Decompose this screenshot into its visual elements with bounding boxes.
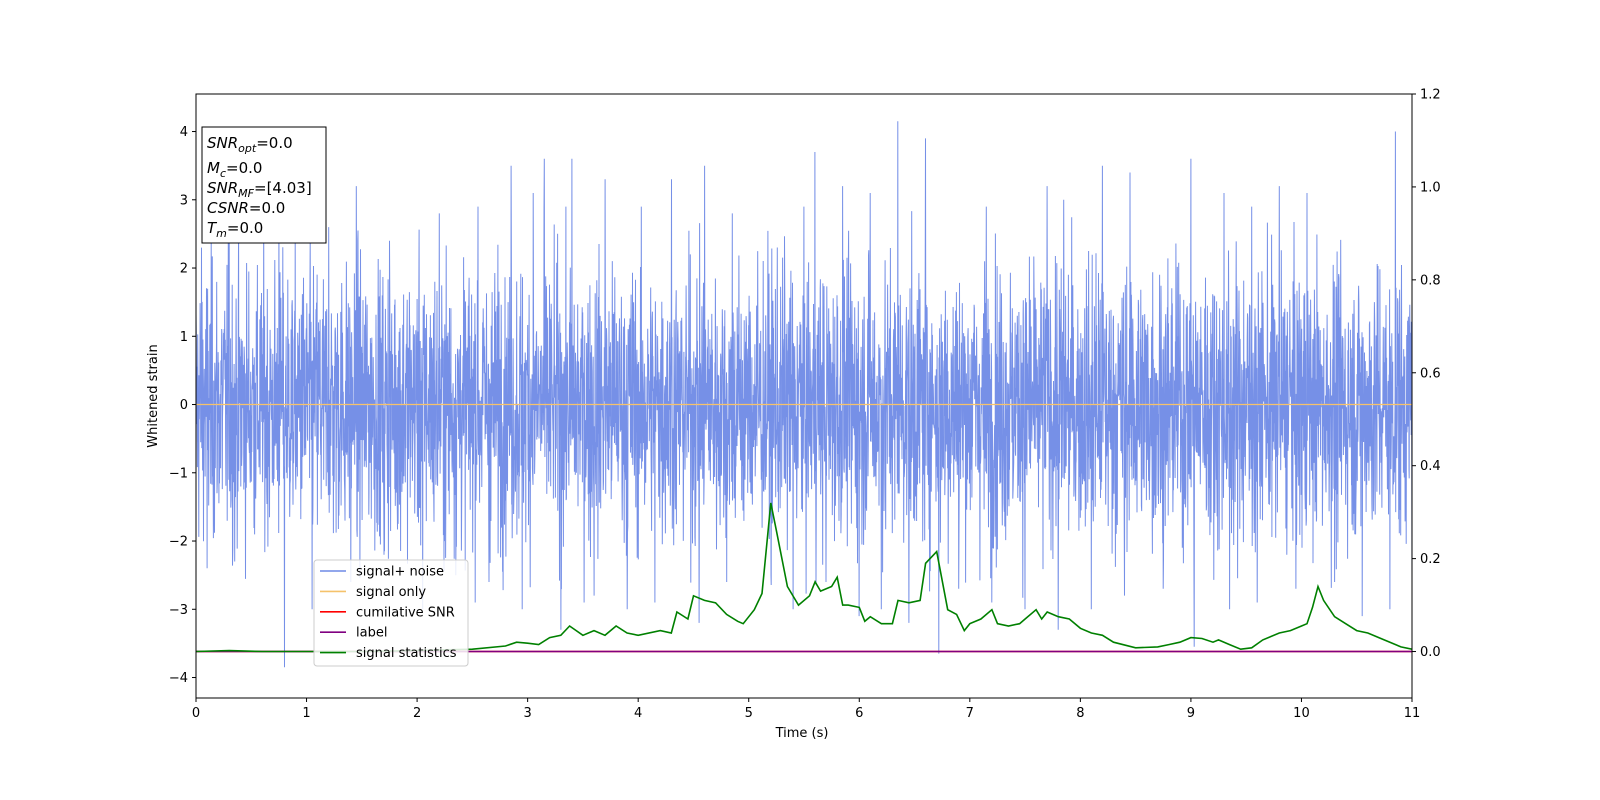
info-value: =[4.03] [254,179,312,197]
legend: signal+ noise signal only cumilative SNR la… [313,559,469,667]
y-tick-label: 3 [180,193,188,208]
legend-entry: signal+ noise [356,565,444,580]
info-subscript: MF [238,187,254,200]
axes-frame [195,93,1413,699]
info-value: =0.0 [226,159,262,177]
y-tick-label: 0 [180,398,188,413]
x-tick-label: 9 [1187,706,1195,721]
legend-entry: signal only [356,585,426,600]
y2-tick-label: 1.0 [1420,180,1441,195]
x-tick-label: 4 [634,706,642,721]
info-value: =0.0 [227,219,263,237]
info-line: SNRMF=[4.03] [207,179,312,200]
info-subscript: opt [238,142,257,155]
info-subscript: m [216,227,227,240]
x-tick-label: 1 [302,706,310,721]
y-tick-label: 2 [180,262,188,277]
y-tick-label: −3 [169,603,188,618]
y-axis-label: Whitened strain [146,344,161,447]
info-value: =0.0 [249,199,285,217]
y2-tick-label: 0.2 [1420,552,1441,567]
info-line: CSNR=0.0 [207,199,285,217]
series-signal-noise-line [196,121,1412,668]
x-tick-label: 11 [1404,706,1421,721]
info-symbol: M [207,159,220,177]
y-tick-label: −2 [169,535,188,550]
info-symbol: T [207,219,218,237]
x-tick-label: 8 [1076,706,1084,721]
info-symbol: CSNR [207,199,249,217]
info-subscript: c [220,167,226,180]
y2-tick-label: 0.6 [1420,366,1441,381]
info-line: SNRopt=0.0 [207,134,293,155]
x-tick-label: 2 [413,706,421,721]
info-line: Tm=0.0 [207,219,263,240]
y-tick-label: 1 [180,330,188,345]
y2-tick-label: 1.2 [1420,88,1441,103]
x-axis-label: Time (s) [775,726,829,741]
x-tick-label: 10 [1293,706,1310,721]
legend-entry: signal statistics [356,646,457,661]
info-value: =0.0 [256,134,292,152]
x-tick-label: 6 [855,706,863,721]
x-tick-label: 5 [745,706,753,721]
y2-tick-label: 0.4 [1420,459,1441,474]
x-tick-label: 3 [523,706,531,721]
info-line: Mc=0.0 [207,159,262,180]
y2-tick-label: 0.8 [1420,273,1441,288]
x-tick-label: 7 [966,706,974,721]
info-symbol: SNR [207,134,238,152]
info-box: SNRopt=0.0Mc=0.0SNRMF=[4.03]CSNR=0.0Tm=0… [201,126,327,244]
series-signal-statistics-line [196,502,1412,653]
legend-entry: label [356,626,387,641]
y-tick-label: 4 [180,125,188,140]
y-tick-label: −1 [169,466,188,481]
legend-entry: cumilative SNR [356,605,455,620]
axes: 0 1 2 3 4 5 6 7 8 9 10 11 −4 −3 −2 −1 0 1 2 3 4 0.0 0.2 0.4 0.6 0… [169,88,1441,722]
y-tick-label: −4 [169,671,188,686]
x-tick-label: 0 [192,706,200,721]
y2-tick-label: 0.0 [1420,645,1441,660]
info-symbol: SNR [207,179,238,197]
